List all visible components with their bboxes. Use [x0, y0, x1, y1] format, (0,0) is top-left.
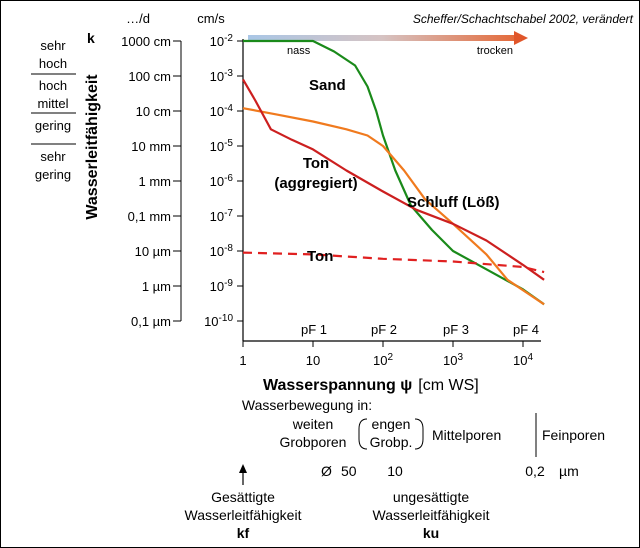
conductivity-classes: sehr hoch hoch mittel gering sehr gering	[31, 38, 76, 182]
k-tick-label: 0,1 µm	[131, 314, 171, 329]
ms-tick-label: 10-4	[210, 103, 234, 119]
class-hoch: hoch	[39, 78, 67, 93]
pf-labels: pF 1 pF 2 pF 3 pF 4	[301, 322, 539, 337]
series-label-ton-aggregiert-line1: Ton	[303, 155, 329, 172]
diameter-unit: µm	[559, 463, 579, 479]
series-layer	[242, 39, 545, 306]
x-axis-title: Wasserspannung ψ [cm WS]	[263, 377, 479, 394]
pf-label: pF 2	[371, 322, 397, 337]
diameter-50: 50	[341, 463, 357, 479]
diameter-symbol: Ø	[321, 463, 332, 479]
ms-tick-label: 10-10	[204, 313, 233, 329]
ms-column-header: cm/s	[197, 11, 225, 26]
x-tick-label: 104	[513, 352, 533, 368]
moisture-arrow-head	[514, 31, 528, 45]
y-axis-title: Wasserleitfähigkeit	[84, 74, 101, 220]
x-tick-label: 10	[306, 353, 320, 368]
ms-tick-label: 10-3	[210, 68, 234, 84]
ms-tick-label: 10-7	[210, 208, 234, 224]
k-tick-label: 1 µm	[142, 279, 171, 294]
pf-label: pF 1	[301, 322, 327, 337]
k-tick-label: 10 µm	[135, 244, 171, 259]
class-gering: gering	[35, 118, 71, 133]
class-sehr-hoch-line2: hoch	[39, 56, 67, 71]
label-nass: nass	[287, 45, 311, 57]
x-tick-label: 102	[373, 352, 393, 368]
pf-label: pF 3	[443, 322, 469, 337]
series-label-schluff: Schluff (Löß)	[407, 194, 499, 211]
moisture-gradient-bar	[248, 35, 516, 41]
diameter-02: 0,2	[525, 463, 545, 479]
x-tick-label: 103	[443, 352, 463, 368]
k-tick-label: 10 cm	[136, 104, 171, 119]
ms-axis-ticks: 10-2 10-3 10-4 10-5 10-6 10-7 10-8 10-9 10-10	[204, 33, 243, 329]
x-tick-label: 1	[239, 353, 246, 368]
pore-weite-line1: weiten	[292, 416, 333, 432]
series-line-schluff-l	[242, 107, 545, 306]
k-tick-label: 1 mm	[139, 174, 172, 189]
k-column-header: …/d	[126, 11, 150, 26]
pore-fein: Feinporen	[542, 427, 605, 443]
k-tick-label: 10 mm	[131, 139, 171, 154]
class-sehr-hoch-line1: sehr	[40, 38, 66, 53]
kf-line2: Wasserleitfähigkeit	[185, 507, 302, 523]
pore-enge-line2: Grobp.	[370, 434, 413, 450]
kf-arrow-head	[239, 464, 247, 473]
ms-tick-label: 10-9	[210, 278, 234, 294]
pf-label: pF 4	[513, 322, 539, 337]
ms-tick-label: 10-5	[210, 138, 234, 154]
k-label: k	[87, 30, 95, 46]
bracket-right	[414, 418, 424, 450]
ku-line2: Wasserleitfähigkeit	[373, 507, 490, 523]
series-label-ton: Ton	[307, 248, 333, 265]
diameter-10: 10	[387, 463, 403, 479]
k-tick-label: 0,1 mm	[128, 209, 171, 224]
bracket-left	[358, 418, 368, 450]
kf-symbol: kf	[237, 525, 250, 541]
k-tick-label: 1000 cm	[121, 34, 171, 49]
series-line-ton-aggregiert	[242, 78, 545, 281]
ku-line1: ungesättigte	[393, 489, 469, 505]
source-note: Scheffer/Schachtschabel 2002, verändert	[413, 12, 634, 26]
k-tick-label: 100 cm	[128, 69, 171, 84]
class-sehr-gering-line1: sehr	[40, 149, 66, 164]
x-axis-ticks: 1 10 102 103 104	[239, 341, 533, 368]
ms-tick-label: 10-6	[210, 173, 234, 189]
label-trocken: trocken	[477, 45, 513, 57]
pores-title: Wasserbewegung in:	[242, 397, 372, 413]
k-axis-ticks: 1000 cm 100 cm 10 cm 10 mm 1 mm 0,1 mm 10 µm 1 …	[121, 34, 181, 329]
class-sehr-gering-line2: gering	[35, 167, 71, 182]
class-mittel: mittel	[37, 96, 68, 111]
pore-enge-line1: engen	[372, 416, 411, 432]
kf-line1: Gesättigte	[211, 489, 275, 505]
series-label-sand: Sand	[309, 77, 346, 94]
ms-tick-label: 10-8	[210, 243, 234, 259]
pore-weite-line2: Grobporen	[280, 434, 347, 450]
series-label-ton-aggregiert-line2: (aggregiert)	[274, 175, 357, 192]
ms-tick-label: 10-2	[210, 33, 234, 49]
ku-symbol: ku	[423, 525, 439, 541]
pore-mittel: Mittelporen	[432, 427, 501, 443]
